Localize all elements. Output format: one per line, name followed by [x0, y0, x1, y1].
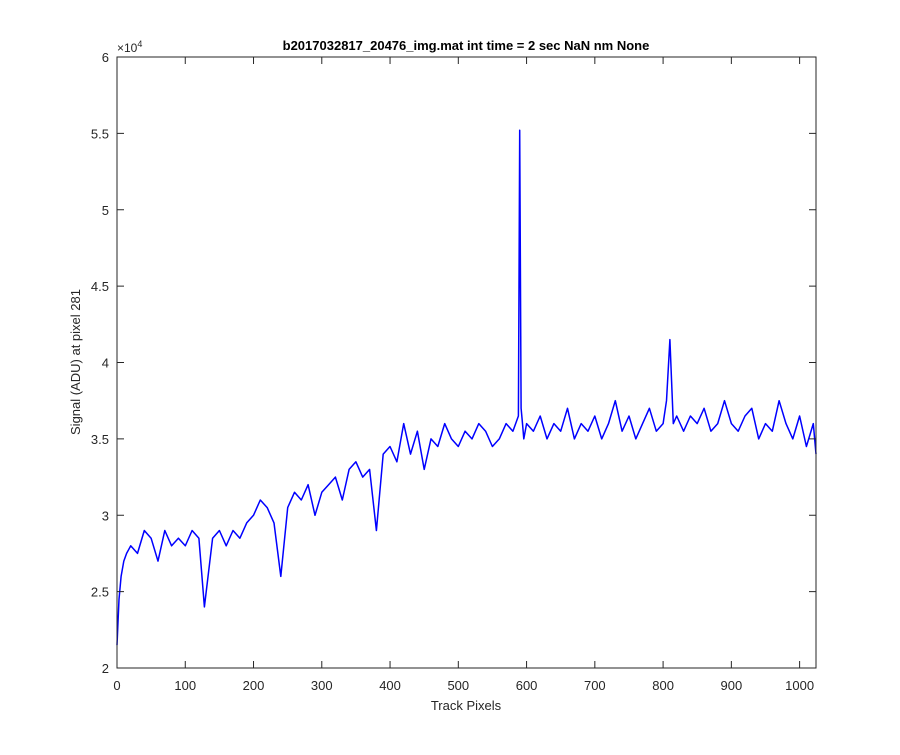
- series-line-0: [116, 129, 817, 646]
- y-tick-label: 3: [102, 508, 109, 523]
- y-tick-label: 2: [102, 661, 109, 676]
- y-ticks: 2 2.5 3 3.5 4 4.5 5 5.5 6: [91, 50, 816, 676]
- x-tick-label: 800: [652, 678, 674, 693]
- y-tick-label: 2.5: [91, 585, 109, 600]
- y-axis-label: Signal (ADU) at pixel 281: [68, 289, 83, 435]
- chart-title: b2017032817_20476_img.mat int time = 2 s…: [283, 38, 650, 53]
- x-tick-label: 300: [311, 678, 333, 693]
- y-multiplier-base: ×10: [117, 41, 138, 55]
- y-tick-label: 5.5: [91, 126, 109, 141]
- y-axis-multiplier: ×104: [117, 39, 142, 55]
- x-ticks: 0 100 200 300 400 500 600 700 800 900 1000: [113, 57, 814, 693]
- x-axis-label: Track Pixels: [431, 698, 502, 713]
- x-tick-label: 400: [379, 678, 401, 693]
- y-tick-label: 6: [102, 50, 109, 65]
- plot-area: [117, 57, 816, 668]
- y-tick-label: 4.5: [91, 279, 109, 294]
- x-tick-label: 1000: [785, 678, 814, 693]
- x-tick-label: 900: [721, 678, 743, 693]
- x-tick-label: 500: [447, 678, 469, 693]
- x-tick-label: 700: [584, 678, 606, 693]
- x-tick-label: 100: [174, 678, 196, 693]
- y-multiplier-exponent: 4: [137, 39, 142, 49]
- y-tick-label: 3.5: [91, 432, 109, 447]
- y-tick-label: 4: [102, 356, 109, 371]
- x-tick-label: 600: [516, 678, 538, 693]
- x-tick-label: 200: [243, 678, 265, 693]
- series-layer: [116, 129, 817, 646]
- x-tick-label: 0: [113, 678, 120, 693]
- y-tick-label: 5: [102, 203, 109, 218]
